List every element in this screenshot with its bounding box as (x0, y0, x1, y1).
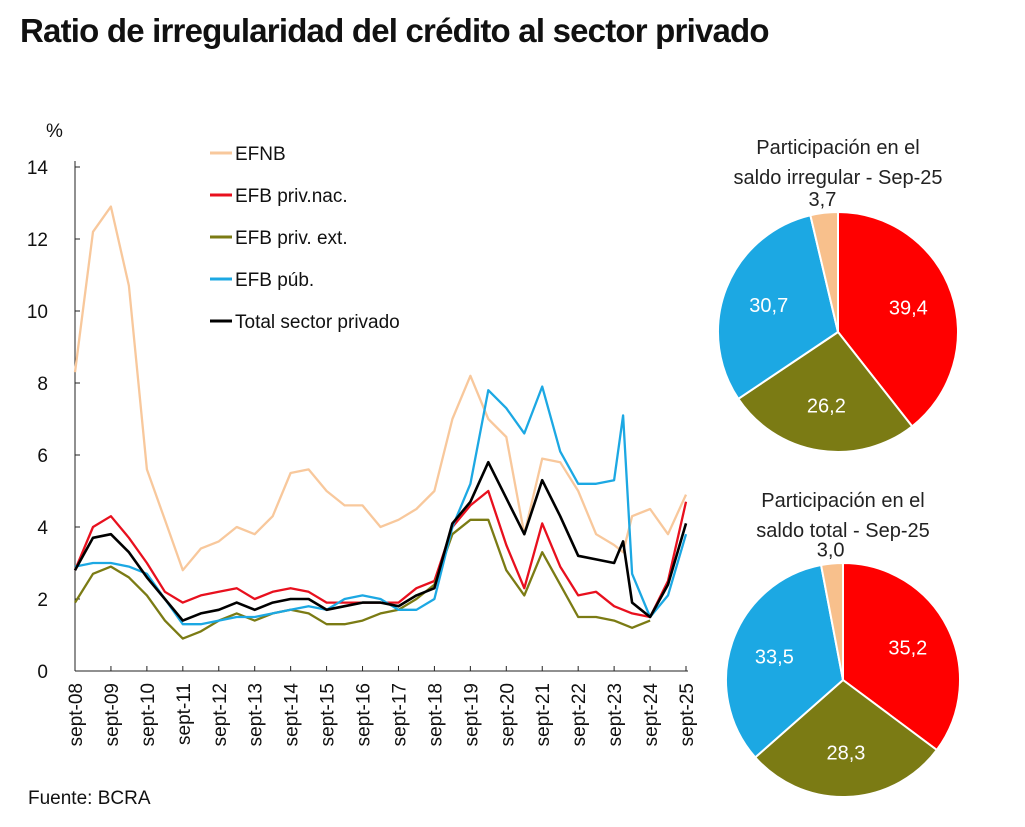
pie-title: saldo irregular - Sep-25 (734, 167, 943, 189)
x-tick-label: sept-24 (641, 683, 662, 747)
series-line-0 (73, 205, 688, 572)
y-tick-label: 4 (37, 518, 48, 539)
series-line-1 (73, 489, 688, 619)
y-tick-label: 8 (37, 374, 48, 395)
pie-slice (717, 214, 840, 401)
chart-title: Ratio de irregularidad del crédito al se… (20, 12, 770, 49)
series-line-3 (74, 385, 688, 626)
pie-title: saldo total - Sep-25 (756, 520, 929, 542)
pie-label: 33,5 (755, 647, 794, 669)
x-tick-label: sept-12 (210, 683, 231, 746)
x-tick-label: sept-10 (138, 683, 159, 746)
pie-slice (725, 563, 845, 759)
pie-slice (736, 330, 914, 453)
x-tick-label: sept-19 (461, 683, 482, 746)
y-tick-label: 0 (37, 662, 48, 683)
legend-label: EFB priv. ext. (235, 228, 348, 249)
legend-label: EFB púb. (235, 270, 314, 291)
y-tick-label: 2 (37, 590, 48, 611)
pie-label: 3,7 (809, 189, 837, 211)
y-tick-label: 12 (27, 230, 48, 251)
x-tick-label: sept-18 (425, 683, 446, 746)
pie-label: 39,4 (889, 298, 928, 320)
source-note: Fuente: BCRA (28, 788, 151, 809)
x-tick-label: sept-15 (318, 683, 339, 746)
x-tick-label: sept-22 (569, 683, 590, 746)
x-tick-label: sept-17 (389, 683, 410, 746)
pie-label: 30,7 (749, 295, 788, 317)
legend-label: EFB priv.nac. (235, 186, 348, 207)
x-tick-label: sept-20 (497, 683, 518, 746)
legend-label: Total sector privado (235, 312, 400, 333)
series-line-2 (74, 518, 651, 640)
y-tick-label: 6 (37, 446, 48, 467)
x-tick-label: sept-14 (282, 683, 303, 747)
pie-title: Participación en el (761, 490, 924, 512)
y-axis-label: % (46, 121, 63, 142)
x-tick-label: sept-16 (354, 683, 375, 746)
x-tick-label: sept-21 (533, 683, 554, 746)
pie-label: 3,0 (817, 540, 845, 562)
pie-slice (819, 561, 844, 681)
legend-label: EFNB (235, 144, 286, 165)
pie-slice (842, 561, 961, 752)
pie-label: 26,2 (807, 395, 846, 417)
pie-label: 35,2 (888, 637, 927, 659)
pie-title: Participación en el (756, 137, 919, 159)
pie-slice (837, 210, 959, 428)
y-tick-label: 14 (27, 158, 49, 179)
x-tick-label: sept-11 (174, 683, 195, 745)
x-tick-label: sept-09 (102, 683, 123, 746)
x-tick-label: sept-13 (246, 683, 267, 746)
x-tick-label: sept-23 (605, 683, 626, 746)
x-tick-label: sept-08 (66, 683, 87, 746)
series-line-4 (73, 460, 688, 622)
y-tick-label: 10 (27, 302, 48, 323)
x-tick-label: sept-25 (677, 683, 698, 746)
pie-slice (753, 678, 939, 798)
pie-slice (809, 210, 839, 333)
pie-label: 28,3 (826, 742, 865, 764)
